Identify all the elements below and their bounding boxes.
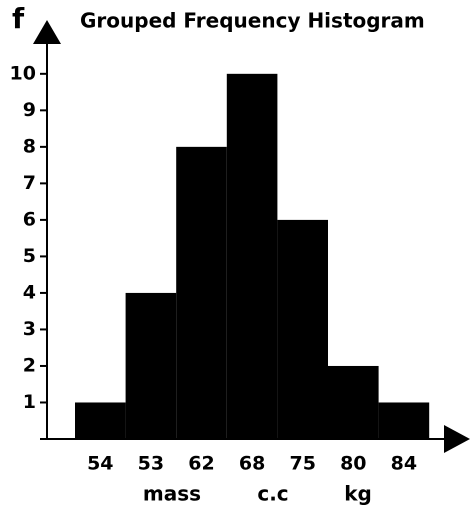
bar	[328, 365, 379, 439]
y-tick-label: 5	[23, 245, 36, 267]
bar	[226, 73, 278, 440]
x-tick-label: 80	[340, 453, 366, 475]
y-tick-label: 2	[23, 354, 36, 376]
y-tick-label: 8	[23, 135, 36, 157]
x-axis-label: c.c	[257, 482, 288, 506]
y-axis-label: f	[12, 2, 25, 35]
x-tick-label: 75	[289, 453, 315, 475]
bar	[125, 292, 177, 439]
y-tick-label: 10	[10, 62, 36, 84]
x-axis-label: mass	[143, 482, 201, 506]
x-tick-label: 68	[239, 453, 265, 475]
bar	[277, 219, 328, 439]
x-axis-label: kg	[344, 482, 372, 506]
y-tick-label: 4	[23, 281, 36, 303]
x-tick-label: 54	[87, 453, 113, 475]
y-tick-label: 3	[23, 318, 36, 340]
x-tick-label: 62	[188, 453, 214, 475]
x-tick-label: 53	[138, 453, 164, 475]
y-tick-label: 1	[23, 391, 36, 413]
bar	[176, 146, 227, 439]
y-tick-label: 9	[23, 99, 36, 121]
chart-title: Grouped Frequency Histogram	[80, 9, 425, 33]
bar	[378, 402, 430, 439]
x-tick-label: 84	[391, 453, 417, 475]
y-axis-arrow	[33, 20, 61, 44]
y-tick-label: 7	[23, 172, 36, 194]
bar	[75, 402, 126, 439]
x-axis-arrow	[444, 425, 470, 453]
y-tick-label: 6	[23, 208, 36, 230]
